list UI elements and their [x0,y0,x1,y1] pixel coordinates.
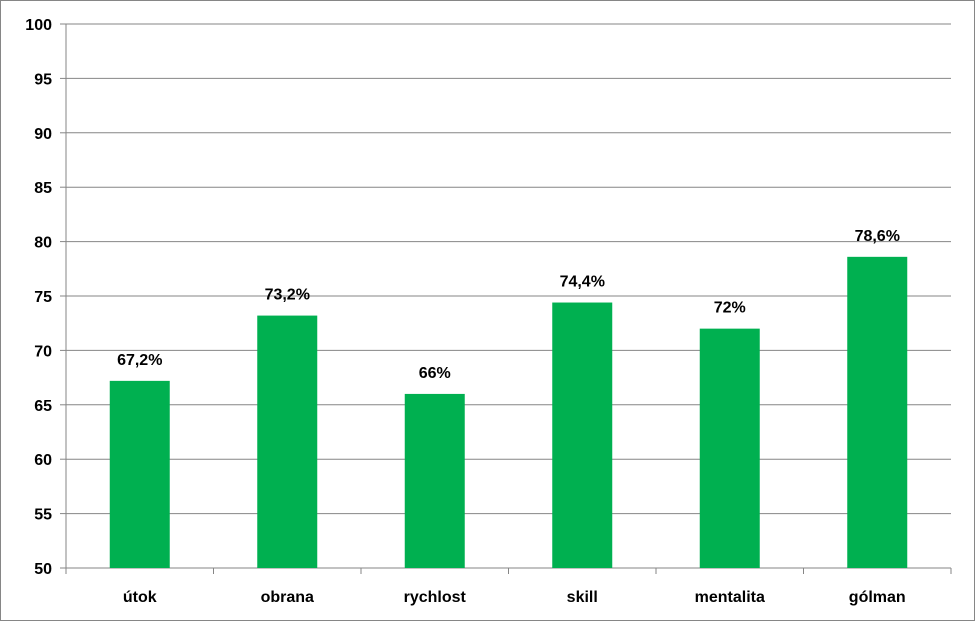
bar [699,328,760,568]
x-tick-label: útok [123,589,157,606]
y-tick-label: 90 [34,126,52,143]
y-tick-label: 55 [34,507,52,524]
data-label: 72% [714,300,746,317]
x-tick-label: skill [567,589,598,606]
x-tick-label: obrana [261,589,314,606]
y-tick-label: 60 [34,452,52,469]
axes [60,23,952,574]
data-label: 78,6% [855,228,900,245]
y-tick-label: 95 [34,71,52,88]
data-label: 73,2% [265,287,310,304]
bar [109,380,170,568]
y-tick-label: 70 [34,343,52,360]
labels: 50 55 60 65 70 75 80 85 90 95 100 67,2% útok 73,2% obr… [25,17,905,606]
y-tick-label: 65 [34,398,52,415]
x-tick-label: rychlost [404,589,467,606]
data-label: 74,4% [560,274,605,291]
y-tick-label: 85 [34,180,52,197]
bar [847,256,908,568]
bar [404,393,465,568]
bar [257,315,318,568]
bar [552,302,613,568]
bars [109,256,908,568]
y-tick-label: 50 [34,561,52,578]
x-tick-label: gólman [849,589,906,606]
x-tick-label: mentalita [695,589,765,606]
y-tick-label: 80 [34,235,52,252]
gridlines [66,23,951,515]
y-tick-label: 100 [25,17,52,34]
data-label: 66% [419,365,451,382]
y-tick-label: 75 [34,289,52,306]
data-label: 67,2% [117,352,162,369]
